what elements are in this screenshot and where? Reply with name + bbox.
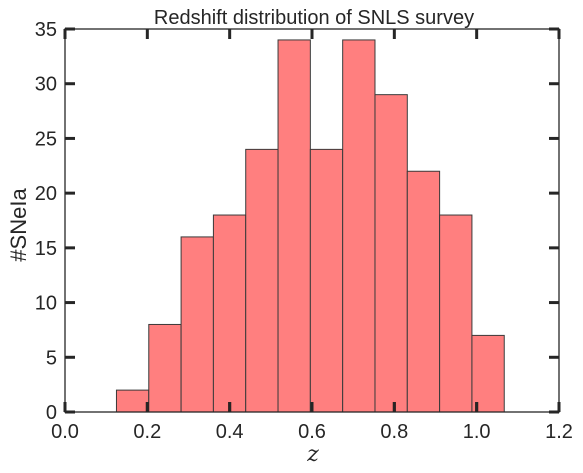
x-tick-label: 0.0 <box>51 421 79 443</box>
x-axis-label: z <box>306 442 319 467</box>
histogram-bar <box>245 148 279 413</box>
histogram-bar <box>212 214 247 413</box>
x-tick-label: 1.2 <box>545 421 573 443</box>
x-tick-label: 0.6 <box>298 421 326 443</box>
x-tick-label: 0.8 <box>380 421 408 443</box>
x-tick-labels: 0.0 0.2 0.4 0.6 0.8 1.0 1.2 <box>51 421 573 443</box>
histogram-bar <box>439 214 473 413</box>
histogram-bar <box>115 389 150 413</box>
y-tick-label: 25 <box>35 128 57 150</box>
chart-title: Redshift distribution of SNLS survey <box>154 7 474 29</box>
y-tick-labels: 0 5 10 15 20 25 30 35 <box>35 19 57 424</box>
histogram-bar <box>180 236 214 413</box>
y-tick-label: 20 <box>35 183 57 205</box>
x-tick-label: 1.0 <box>463 421 491 443</box>
y-tick-label: 10 <box>35 293 57 315</box>
x-tick-label: 0.2 <box>133 421 161 443</box>
ticks-group <box>63 27 561 414</box>
y-tick-label: 15 <box>35 238 57 260</box>
histogram-bar <box>277 39 311 413</box>
histogram-bar <box>342 39 376 413</box>
histogram-bar <box>471 334 505 413</box>
y-tick-label: 35 <box>35 19 57 41</box>
histogram-bar <box>406 170 441 413</box>
x-tick-label: 0.4 <box>216 421 244 443</box>
histogram-bar <box>374 94 408 413</box>
bars-group <box>115 39 505 413</box>
y-axis-label: #SNeIa <box>6 188 31 262</box>
y-tick-label: 5 <box>46 347 57 369</box>
histogram-bar <box>148 323 182 413</box>
y-tick-label: 30 <box>35 74 57 96</box>
y-tick-label: 0 <box>46 402 57 424</box>
histogram-bar <box>309 148 344 413</box>
